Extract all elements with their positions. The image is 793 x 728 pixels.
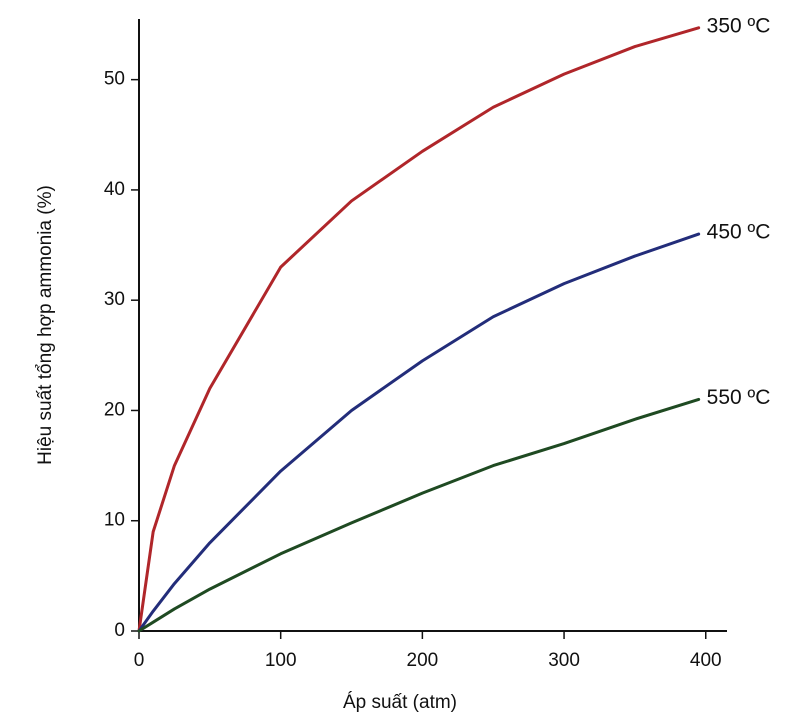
line-series bbox=[137, 26, 701, 633]
x-axis-label: Áp suất (atm) bbox=[343, 692, 457, 713]
x-tick-label: 300 bbox=[548, 650, 580, 671]
x-tick-label: 400 bbox=[690, 650, 722, 671]
series-label: 450 ºC bbox=[707, 221, 771, 244]
y-tick-label: 20 bbox=[104, 399, 125, 420]
line-series bbox=[137, 232, 701, 633]
y-tick-label: 40 bbox=[104, 179, 125, 200]
series-label: 350 ºC bbox=[707, 14, 771, 37]
y-tick-label: 10 bbox=[104, 510, 125, 531]
x-tick-label: 200 bbox=[407, 650, 439, 671]
y-axis-label: Hiệu suất tổng hợp ammonia (%) bbox=[35, 185, 56, 465]
x-tick-label: 0 bbox=[134, 650, 145, 671]
line-series bbox=[137, 397, 701, 633]
y-tick-label: 30 bbox=[104, 289, 125, 310]
y-tick-label: 0 bbox=[114, 620, 125, 641]
series-label: 550 ºC bbox=[707, 386, 771, 409]
y-tick-label: 50 bbox=[104, 69, 125, 90]
x-tick-label: 100 bbox=[265, 650, 297, 671]
